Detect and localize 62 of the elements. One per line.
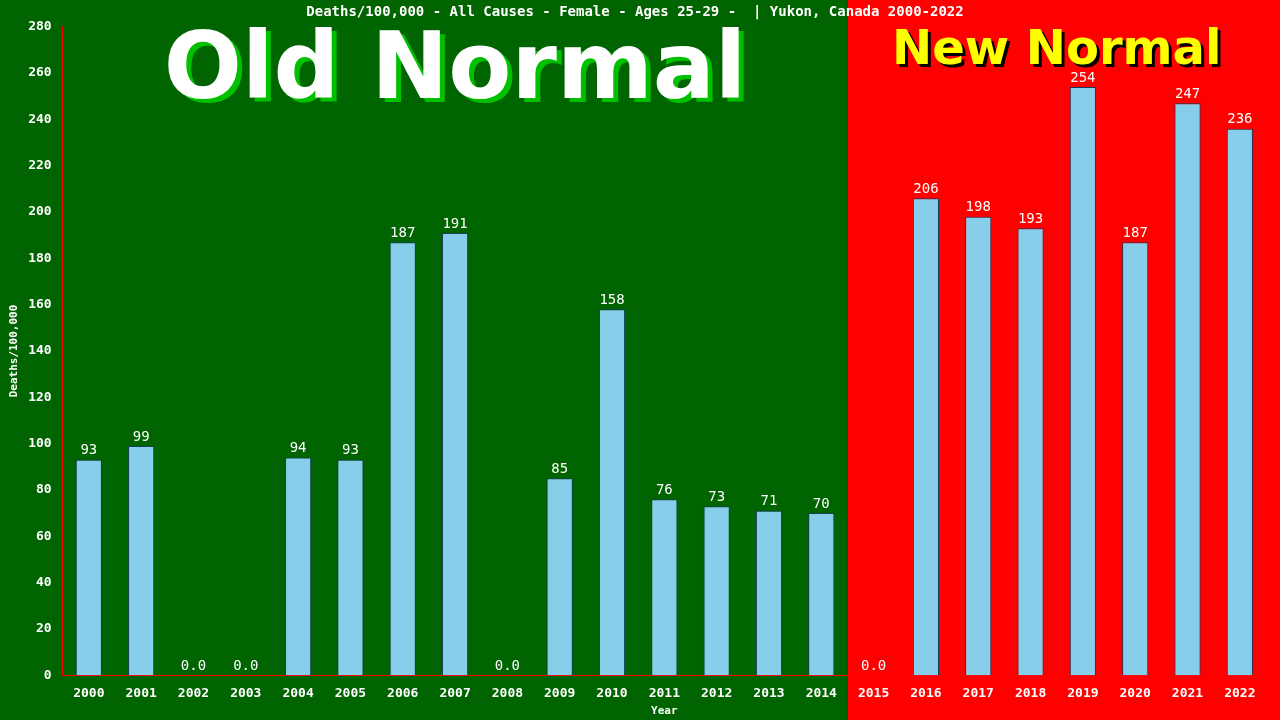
data-label: 71 [760, 492, 778, 509]
x-tick-label: 2009 [544, 685, 576, 701]
data-label: 85 [551, 460, 569, 476]
x-tick-label: 2014 [805, 685, 838, 701]
x-tick-label: 2003 [230, 685, 262, 701]
x-tick-label: 2001 [125, 685, 157, 701]
data-label: 93 [342, 441, 359, 458]
x-tick-label: 2017 [962, 685, 994, 701]
data-label: 191 [442, 214, 468, 231]
data-label: 0.0 [494, 656, 521, 673]
y-tick-label: 140 [28, 342, 52, 358]
data-label: 193 [1017, 209, 1044, 226]
x-tick-label: 2019 [1067, 685, 1099, 701]
y-tick-label: 80 [36, 481, 52, 497]
y-tick-label: 100 [28, 435, 52, 450]
x-tick-label: 2011 [648, 685, 681, 701]
y-tick-label: 220 [28, 157, 52, 173]
data-label: 99 [132, 427, 150, 444]
data-label: 76 [655, 480, 673, 497]
x-tick-label: 2020 [1119, 685, 1152, 701]
x-tick-label: 2007 [439, 685, 471, 701]
data-label: 198 [965, 198, 991, 215]
x-tick-label: 2015 [857, 685, 890, 701]
data-label: 187 [390, 223, 416, 240]
data-label: 94 [289, 439, 307, 456]
data-label: 236 [1227, 110, 1253, 127]
x-tick-label: 2004 [282, 685, 314, 701]
y-tick-label: 280 [28, 18, 52, 34]
x-tick-label: 2008 [491, 685, 524, 701]
data-label: 0.0 [233, 656, 259, 673]
y-tick-label: 240 [28, 110, 52, 126]
x-tick-label: 2012 [701, 685, 733, 701]
y-tick-label: 260 [28, 64, 52, 80]
y-tick-label: 0 [43, 666, 52, 682]
y-tick-label: 40 [36, 573, 52, 589]
x-tick-label: 2010 [596, 685, 628, 701]
y-axis-title: Deaths/100,000 [7, 304, 21, 398]
y-tick-label: 60 [36, 527, 52, 543]
data-label: 0.0 [180, 656, 207, 673]
x-tick-label: 2006 [387, 685, 419, 701]
x-tick-label: 2018 [1014, 685, 1047, 701]
y-tick-label: 180 [28, 249, 52, 265]
x-tick-label: 2000 [73, 685, 105, 701]
data-label: 0.0 [860, 656, 887, 673]
x-axis-title: Year [651, 704, 678, 718]
data-label: 247 [1174, 84, 1201, 101]
data-label: 206 [913, 179, 939, 196]
x-tick-label: 2013 [753, 685, 785, 701]
x-tick-label: 2005 [334, 685, 367, 701]
x-tick-label: 2002 [177, 685, 210, 701]
y-tick-label: 200 [28, 203, 52, 219]
data-label: 187 [1122, 223, 1148, 240]
y-tick-label: 20 [36, 620, 52, 636]
data-label: 158 [599, 290, 625, 307]
x-tick-label: 2021 [1171, 685, 1204, 701]
data-label: 70 [812, 494, 830, 511]
x-tick-label: 2022 [1224, 685, 1256, 701]
data-label: 73 [708, 487, 726, 504]
y-tick-label: 120 [28, 388, 52, 404]
y-tick-label: 160 [28, 296, 52, 312]
x-tick-label: 2016 [910, 685, 942, 701]
data-label: 93 [80, 441, 98, 458]
